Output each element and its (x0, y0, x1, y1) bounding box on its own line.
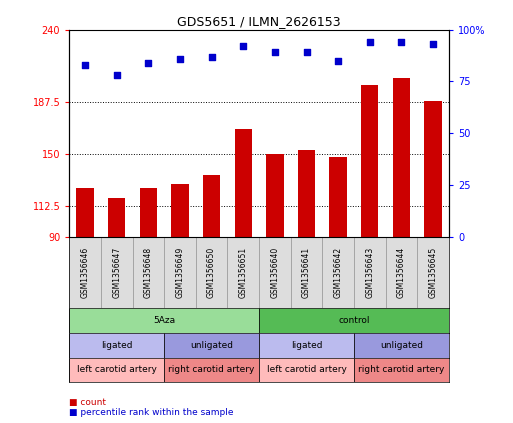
Title: GDS5651 / ILMN_2626153: GDS5651 / ILMN_2626153 (177, 16, 341, 28)
Bar (259, 308, 449, 332)
Text: GSM1356645: GSM1356645 (428, 247, 438, 298)
Bar (234, 129, 252, 237)
Text: GSM1356649: GSM1356649 (175, 247, 185, 298)
Point (302, 49, 310, 56)
Bar (69, 237, 101, 308)
Bar (266, 154, 284, 237)
Text: GSM1356642: GSM1356642 (333, 247, 343, 298)
Bar (108, 198, 125, 237)
Bar (354, 237, 386, 308)
Bar (322, 237, 354, 308)
Point (81, 61, 89, 68)
Text: unligated: unligated (380, 341, 423, 350)
Text: left carotid artery: left carotid artery (77, 365, 156, 374)
Bar (386, 237, 417, 308)
Text: GSM1356644: GSM1356644 (397, 247, 406, 298)
Bar (227, 237, 259, 308)
Point (397, 38, 405, 45)
Text: GSM1356647: GSM1356647 (112, 247, 121, 298)
Bar (417, 237, 449, 308)
Bar (424, 102, 442, 237)
Bar (203, 175, 220, 237)
Text: GSM1356648: GSM1356648 (144, 247, 153, 298)
Point (239, 43, 247, 49)
Text: GSM1356650: GSM1356650 (207, 247, 216, 298)
Bar (132, 237, 164, 308)
Text: GSM1356651: GSM1356651 (239, 247, 248, 298)
Point (271, 49, 279, 56)
Bar (329, 157, 347, 237)
Bar (259, 237, 291, 308)
Bar (69, 332, 164, 357)
Text: left carotid artery: left carotid artery (267, 365, 346, 374)
Bar (171, 184, 189, 237)
Point (176, 55, 184, 62)
Text: control: control (338, 316, 370, 325)
Bar (354, 357, 449, 382)
Point (334, 57, 342, 64)
Bar (259, 357, 354, 382)
Bar (291, 237, 322, 308)
Text: ligated: ligated (291, 341, 322, 350)
Bar (101, 237, 132, 308)
Text: right carotid artery: right carotid artery (358, 365, 445, 374)
Bar (76, 188, 94, 237)
Bar (196, 237, 227, 308)
Text: ■ percentile rank within the sample: ■ percentile rank within the sample (69, 408, 234, 417)
Text: unligated: unligated (190, 341, 233, 350)
Bar (69, 357, 164, 382)
Bar (164, 332, 259, 357)
Text: GSM1356641: GSM1356641 (302, 247, 311, 298)
Text: ■ count: ■ count (69, 398, 106, 407)
Point (144, 59, 152, 66)
Bar (354, 332, 449, 357)
Text: GSM1356646: GSM1356646 (81, 247, 90, 298)
Bar (259, 332, 354, 357)
Bar (140, 188, 157, 237)
Point (429, 41, 437, 47)
Bar (298, 150, 315, 237)
Text: ligated: ligated (101, 341, 132, 350)
Bar (164, 237, 196, 308)
Point (113, 72, 121, 79)
Bar (393, 78, 410, 237)
Point (366, 38, 374, 45)
Text: right carotid artery: right carotid artery (168, 365, 255, 374)
Point (207, 53, 215, 60)
Bar (69, 308, 259, 332)
Text: GSM1356643: GSM1356643 (365, 247, 374, 298)
Text: 5Aza: 5Aza (153, 316, 175, 325)
Bar (164, 357, 259, 382)
Text: GSM1356640: GSM1356640 (270, 247, 280, 298)
Bar (361, 85, 379, 237)
